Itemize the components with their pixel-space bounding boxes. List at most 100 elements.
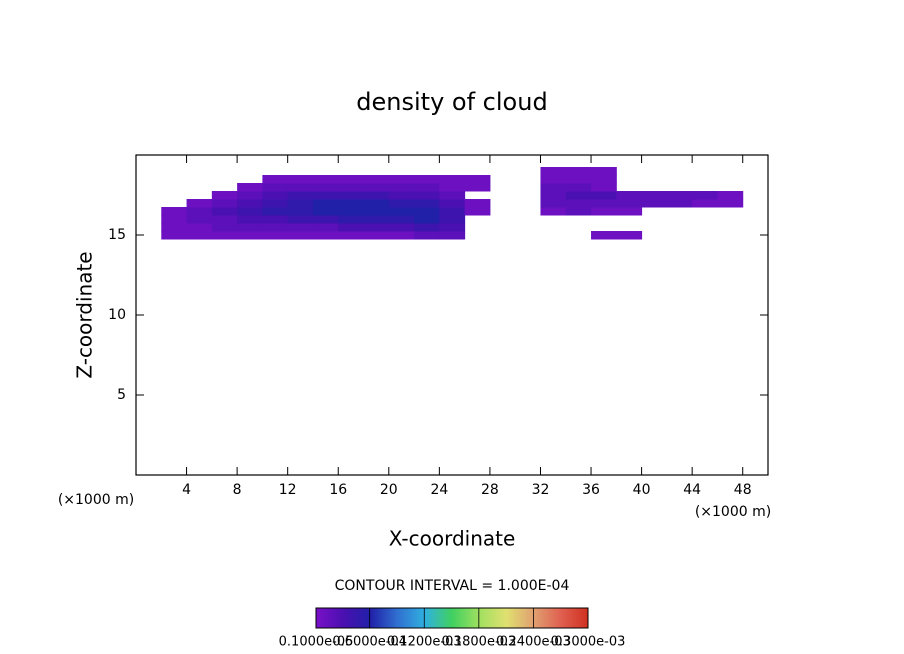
- x-tick-label: 20: [380, 482, 398, 498]
- density-cell: [591, 207, 617, 216]
- density-cell: [540, 199, 567, 208]
- density-cell: [161, 231, 188, 240]
- density-cell: [186, 215, 213, 224]
- x-tick-label: 4: [182, 482, 191, 498]
- density-cell: [591, 191, 617, 200]
- density-cell: [161, 207, 188, 216]
- colorbar-tick-label: 0.1000e-05: [279, 635, 354, 650]
- density-cell: [287, 183, 314, 192]
- density-cell: [540, 167, 567, 176]
- density-cell: [565, 175, 592, 184]
- density-cell: [312, 191, 339, 200]
- density-cell: [439, 191, 466, 200]
- density-cell: [565, 191, 592, 200]
- density-cell: [540, 183, 567, 192]
- density-cell: [287, 231, 314, 240]
- density-cell: [186, 231, 213, 240]
- density-cell: [388, 199, 415, 208]
- density-cell: [262, 191, 289, 200]
- density-cell: [262, 223, 289, 232]
- density-cell: [616, 199, 643, 208]
- density-cell: [591, 231, 617, 240]
- colorbar-tick-label: 0.3000e-03: [551, 635, 626, 650]
- density-cell: [439, 231, 466, 240]
- density-cell: [161, 223, 188, 232]
- density-cell: [439, 183, 466, 192]
- density-cell: [616, 207, 643, 216]
- colorbar: [315, 607, 589, 629]
- x-tick-label: 48: [734, 482, 752, 498]
- density-cell: [616, 231, 643, 240]
- density-cell: [186, 223, 213, 232]
- y-tick-label: 10: [108, 307, 126, 323]
- contour-interval-note: CONTOUR INTERVAL = 1.000E-04: [335, 578, 570, 594]
- density-cell: [414, 191, 440, 200]
- x-tick-label: 44: [683, 482, 701, 498]
- density-cell: [161, 215, 188, 224]
- density-cell: [591, 175, 617, 184]
- density-cell: [237, 199, 263, 208]
- density-cell: [338, 183, 365, 192]
- density-cell: [312, 199, 339, 208]
- density-cell: [616, 191, 643, 200]
- x-tick-label: 16: [329, 482, 347, 498]
- density-cell: [211, 199, 238, 208]
- density-cell: [237, 183, 263, 192]
- density-cell: [237, 223, 263, 232]
- density-cell: [464, 183, 491, 192]
- density-cell: [363, 199, 390, 208]
- x-tick-label: 12: [279, 482, 297, 498]
- density-cell: [388, 215, 415, 224]
- density-cell: [641, 199, 668, 208]
- density-cell: [211, 215, 238, 224]
- density-cell: [338, 199, 365, 208]
- density-cell: [414, 207, 440, 216]
- density-cell: [338, 191, 365, 200]
- density-cell: [464, 207, 491, 216]
- density-cell: [237, 207, 263, 216]
- density-cell: [692, 191, 718, 200]
- density-cell: [338, 207, 365, 216]
- density-cell: [287, 175, 314, 184]
- density-cell: [363, 175, 390, 184]
- density-cell: [363, 215, 390, 224]
- density-cell: [338, 215, 365, 224]
- density-cell: [363, 231, 390, 240]
- density-cell: [414, 223, 440, 232]
- density-cell: [439, 207, 466, 216]
- density-cell: [540, 191, 567, 200]
- density-cell: [312, 215, 339, 224]
- density-cell: [186, 199, 213, 208]
- density-cell: [666, 191, 693, 200]
- density-cell: [312, 175, 339, 184]
- density-cell: [237, 191, 263, 200]
- density-cell: [540, 207, 567, 216]
- y-tick-label: 15: [108, 227, 126, 243]
- density-cell: [641, 191, 668, 200]
- density-cell: [540, 175, 567, 184]
- density-cell: [388, 175, 415, 184]
- density-cell: [565, 207, 592, 216]
- density-cell: [388, 223, 415, 232]
- colorbar-tick-label: 0.1200e-03: [387, 635, 462, 650]
- density-cell: [439, 223, 466, 232]
- density-cell: [338, 231, 365, 240]
- density-cell: [237, 231, 263, 240]
- density-cell: [414, 175, 440, 184]
- density-cell: [237, 215, 263, 224]
- density-cell: [262, 231, 289, 240]
- density-cell: [591, 183, 617, 192]
- density-cell: [262, 199, 289, 208]
- x-tick-label: 36: [582, 482, 600, 498]
- density-cell: [312, 223, 339, 232]
- x-tick-label: 40: [633, 482, 651, 498]
- density-cell: [717, 199, 744, 208]
- density-cell: [464, 199, 491, 208]
- density-cell: [363, 191, 390, 200]
- x-tick-label: 24: [430, 482, 448, 498]
- x-tick-label: 8: [233, 482, 242, 498]
- density-cell: [439, 215, 466, 224]
- x-unit-label: (×1000 m): [695, 504, 771, 520]
- density-cell: [565, 183, 592, 192]
